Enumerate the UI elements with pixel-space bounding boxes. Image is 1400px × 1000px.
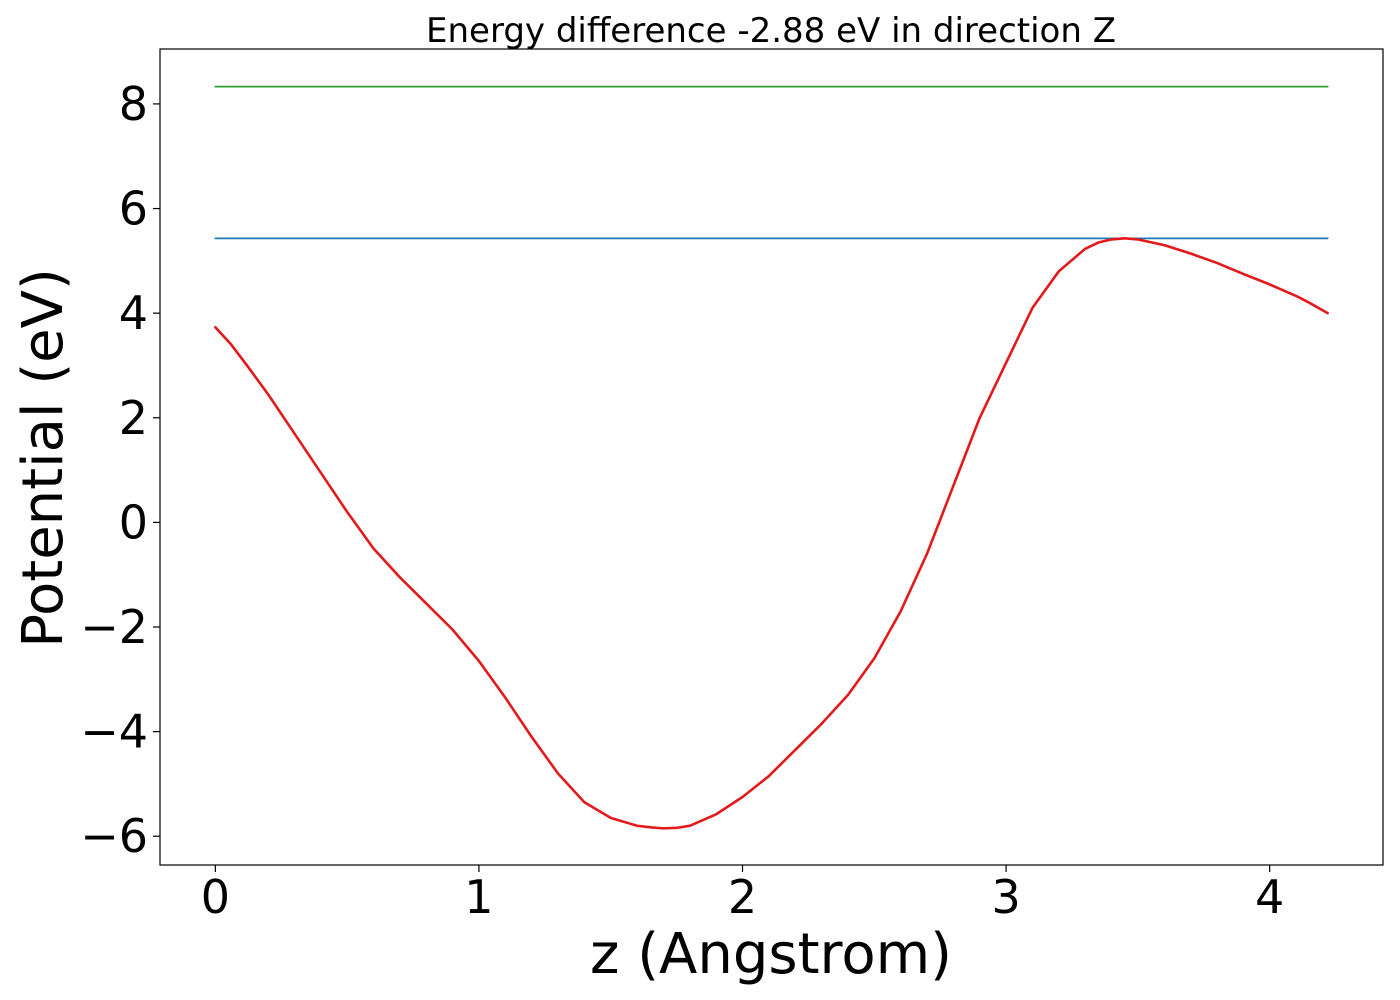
series-line-3 (214, 237, 1329, 830)
x-axis-label: z (Angstrom) (590, 922, 952, 987)
series-layer (214, 85, 1329, 830)
x-tick-label: 0 (201, 870, 230, 924)
tick-layer: 0 1 2 3 4 −6 −4 −2 0 2 4 6 8 (80, 77, 1284, 924)
y-tick-label: 0 (119, 495, 148, 549)
y-tick-label: 8 (119, 77, 148, 131)
y-tick-label: −2 (80, 600, 148, 654)
y-tick-label: −6 (80, 809, 148, 863)
y-tick-label: 4 (119, 286, 148, 340)
y-tick-label: −4 (80, 705, 148, 759)
y-tick-label: 2 (119, 391, 148, 445)
y-tick-label: 6 (119, 182, 148, 236)
y-axis-label: Potential (eV) (11, 268, 76, 648)
x-tick-label: 4 (1255, 870, 1284, 924)
plot-frame (159, 48, 1384, 866)
x-tick-label: 1 (464, 870, 493, 924)
x-tick-label: 3 (991, 870, 1020, 924)
chart-title: Energy difference -2.88 eV in direction … (426, 11, 1116, 51)
x-tick-label: 2 (728, 870, 757, 924)
